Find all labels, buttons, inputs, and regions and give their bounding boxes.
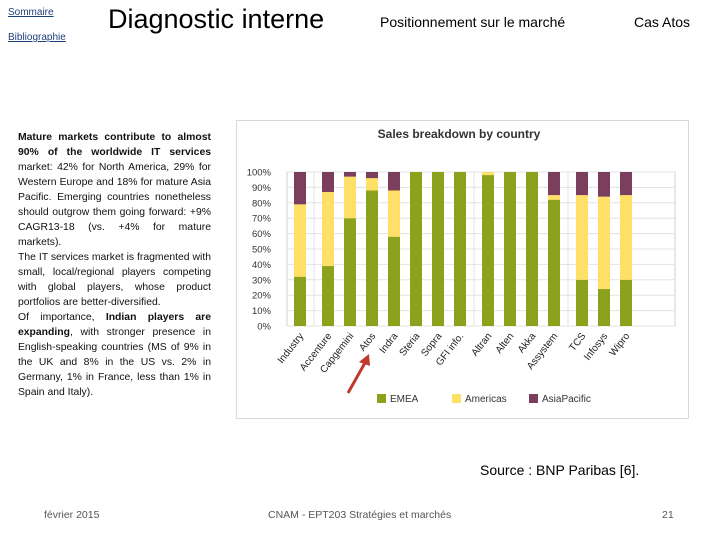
bar-gfi-info-emea [454, 172, 466, 326]
page-title: Diagnostic interne [108, 4, 325, 34]
paragraph-indian-players: Of importance, Indian players are expand… [18, 310, 211, 400]
y-tick-label: 60% [252, 229, 272, 240]
case-title: Cas Atos [634, 14, 691, 30]
bar-accenture-asiapacific [322, 172, 334, 193]
mature-markets-detail: market: 42% for North America, 29% for W… [18, 162, 211, 248]
bar-industry-asiapacific [294, 172, 306, 205]
bar-wipro-asiapacific [620, 172, 632, 196]
y-tick-label: 70% [252, 214, 272, 225]
bar-capgemini-asiapacific [344, 172, 356, 177]
bar-steria-emea [410, 172, 422, 326]
bar-indra-asiapacific [388, 172, 400, 191]
bar-infosys-emea [598, 289, 610, 326]
y-tick-label: 20% [252, 291, 272, 302]
nav-link-bibliographie[interactable]: Bibliographie [8, 32, 66, 43]
bar-atos-asiapacific [366, 172, 378, 179]
bar-sopra-emea [432, 172, 444, 326]
y-tick-label: 40% [252, 260, 272, 271]
footer-page-number: 21 [662, 509, 674, 521]
bar-industry-americas [294, 204, 306, 277]
bar-wipro-americas [620, 195, 632, 280]
bar-altran-americas [482, 172, 494, 176]
x-tick-label-atos: Atos [357, 331, 378, 354]
bar-infosys-asiapacific [598, 172, 610, 197]
sales-breakdown-chart: Sales breakdown by country 100% 90% 80% 70% 6… [247, 127, 676, 405]
section-title: Positionnement sur le marché [380, 14, 566, 30]
bar-altran-emea [482, 175, 494, 326]
paragraph-mature-markets: Mature markets contribute to almost 90% … [18, 130, 211, 250]
bar-assystem-americas [548, 195, 560, 200]
legend-label-emea: EMEA [390, 394, 419, 405]
y-tick-label: 50% [252, 245, 272, 256]
bar-tcs-emea [576, 279, 588, 326]
bar-wipro-emea [620, 279, 632, 326]
x-tick-label-altran: Altran [470, 331, 495, 358]
x-tick-label-alten: Alten [494, 331, 517, 356]
indian-players-detail: , with stronger presence in English-spea… [18, 327, 211, 398]
footer-date: février 2015 [44, 509, 100, 521]
bar-assystem-asiapacific [548, 172, 560, 196]
y-tick-label: 90% [252, 183, 272, 194]
bar-accenture-emea [322, 265, 334, 326]
bar-capgemini-americas [344, 176, 356, 219]
bar-assystem-emea [548, 199, 560, 326]
indian-players-intro: Of importance, [18, 312, 106, 323]
bar-accenture-americas [322, 192, 334, 266]
y-tick-label: 10% [252, 306, 272, 317]
source-note: Source : BNP Paribas [6]. [480, 462, 640, 478]
nav-link-sommaire[interactable]: Sommaire [8, 7, 54, 18]
chart-title: Sales breakdown by country [378, 127, 541, 141]
bar-tcs-americas [576, 195, 588, 280]
y-tick-label: 100% [247, 168, 272, 179]
bar-atos-americas [366, 178, 378, 191]
bar-capgemini-emea [344, 218, 356, 326]
indian-players-highlight: Indian players are expanding [18, 312, 211, 338]
y-tick-label: 80% [252, 198, 272, 209]
bar-alten-emea [504, 172, 516, 326]
legend-label-americas: Americas [465, 394, 507, 405]
bar-indra-americas [388, 190, 400, 237]
bar-atos-emea [366, 190, 378, 326]
highlight-arrow-shaft [346, 360, 368, 394]
bar-tcs-asiapacific [576, 172, 588, 196]
legend-swatch-americas [452, 394, 461, 403]
bar-indra-emea [388, 236, 400, 326]
legend-label-asiapacific: AsiaPacific [542, 394, 591, 405]
y-tick-label: 30% [252, 275, 272, 286]
chart-panel: Sales breakdown by country 100% 90% 80% 70% 6… [236, 120, 689, 419]
legend-swatch-asiapacific [529, 394, 538, 403]
bar-infosys-americas [598, 196, 610, 290]
legend-swatch-emea [377, 394, 386, 403]
footer-course: CNAM - EPT203 Stratégies et marchés [268, 509, 452, 521]
x-tick-label-tcs: TCS [567, 331, 588, 354]
x-tick-label-wipro: Wipro [608, 331, 633, 359]
x-tick-label-steria: Steria [398, 331, 423, 359]
y-tick-label: 0% [257, 322, 271, 333]
x-tick-label-infosys: Infosys [582, 331, 610, 363]
market-commentary: Mature markets contribute to almost 90% … [18, 130, 211, 400]
mature-markets-highlight: Mature markets contribute to almost 90% … [18, 132, 211, 158]
bar-akka-emea [526, 172, 538, 326]
paragraph-fragmented-market: The IT services market is fragmented wit… [18, 252, 211, 308]
highlight-arrow-head [359, 354, 370, 366]
bar-industry-emea [294, 276, 306, 326]
